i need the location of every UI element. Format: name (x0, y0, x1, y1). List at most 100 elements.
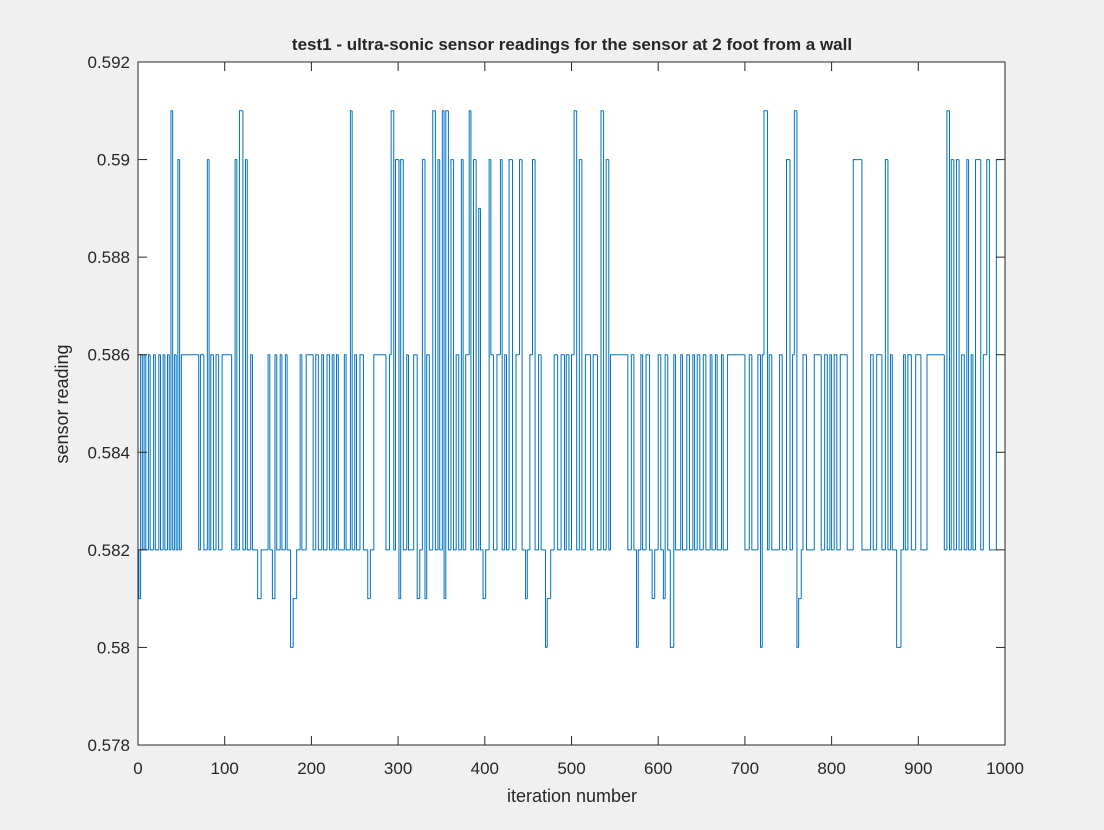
step (172, 110, 175, 551)
step (508, 159, 513, 550)
y-tick-label: 0.586 (87, 346, 130, 365)
step (390, 110, 394, 355)
step (573, 110, 577, 355)
step (158, 354, 161, 550)
y-tick-label: 0.592 (87, 53, 130, 72)
step (473, 159, 477, 550)
step (904, 354, 908, 551)
step (688, 354, 693, 551)
step (872, 354, 877, 551)
step (805, 354, 815, 551)
step (501, 159, 505, 551)
step (323, 354, 328, 551)
step (337, 354, 345, 551)
step (400, 159, 404, 599)
step (915, 354, 921, 550)
step (955, 159, 960, 550)
step (257, 549, 262, 600)
step (813, 354, 822, 550)
step (887, 159, 891, 551)
step (177, 159, 180, 550)
step (824, 354, 828, 550)
step (538, 354, 542, 550)
step (550, 549, 555, 599)
step (402, 159, 407, 551)
step (531, 159, 536, 355)
step (711, 354, 716, 551)
step (982, 354, 987, 550)
x-tick-label: 1000 (986, 759, 1024, 778)
step (458, 354, 462, 551)
step (793, 110, 797, 355)
step (199, 354, 204, 550)
step (362, 354, 368, 551)
step (571, 354, 575, 550)
step (705, 354, 711, 551)
x-tick-label: 300 (384, 759, 412, 778)
step (798, 598, 802, 648)
step (166, 354, 170, 550)
step (450, 159, 454, 550)
step (763, 110, 768, 355)
step (504, 354, 507, 550)
step (231, 354, 236, 551)
step (138, 549, 141, 600)
step (560, 354, 565, 550)
step (343, 354, 347, 550)
step (920, 354, 927, 551)
step (426, 354, 430, 599)
step (910, 354, 916, 551)
step (162, 354, 165, 550)
step (281, 354, 286, 551)
step (881, 354, 886, 551)
step (546, 598, 551, 648)
step (345, 354, 351, 551)
step (175, 354, 178, 551)
step (250, 354, 253, 550)
step (600, 110, 604, 550)
step (926, 354, 945, 550)
step (296, 549, 301, 599)
step (903, 354, 906, 550)
step (432, 110, 436, 550)
step (453, 159, 457, 551)
step (168, 354, 171, 551)
step (766, 110, 770, 551)
step (640, 354, 643, 550)
y-tick-label: 0.59 (97, 151, 130, 170)
step (329, 354, 333, 551)
step (568, 354, 572, 551)
step (369, 549, 374, 599)
step (660, 354, 664, 551)
step (271, 549, 275, 600)
step (331, 354, 334, 550)
step (354, 354, 357, 550)
step (654, 549, 659, 599)
step (692, 354, 695, 550)
step (312, 354, 316, 551)
step (627, 354, 632, 551)
x-tick-label: 400 (471, 759, 499, 778)
step (592, 354, 598, 550)
step (557, 354, 562, 551)
y-tick-label: 0.578 (87, 736, 130, 755)
step (408, 354, 414, 551)
step (943, 354, 947, 551)
step (529, 354, 533, 550)
step (757, 354, 761, 550)
step (966, 159, 969, 550)
step (317, 354, 322, 551)
step (581, 159, 586, 551)
step (305, 354, 314, 550)
step (961, 354, 965, 550)
step (900, 549, 904, 648)
step (333, 354, 337, 551)
step (521, 159, 526, 551)
step (286, 354, 291, 551)
step (485, 549, 490, 599)
step (373, 354, 386, 550)
x-tick-label: 800 (817, 759, 845, 778)
step (699, 354, 704, 551)
step (460, 159, 464, 550)
step (958, 159, 962, 551)
